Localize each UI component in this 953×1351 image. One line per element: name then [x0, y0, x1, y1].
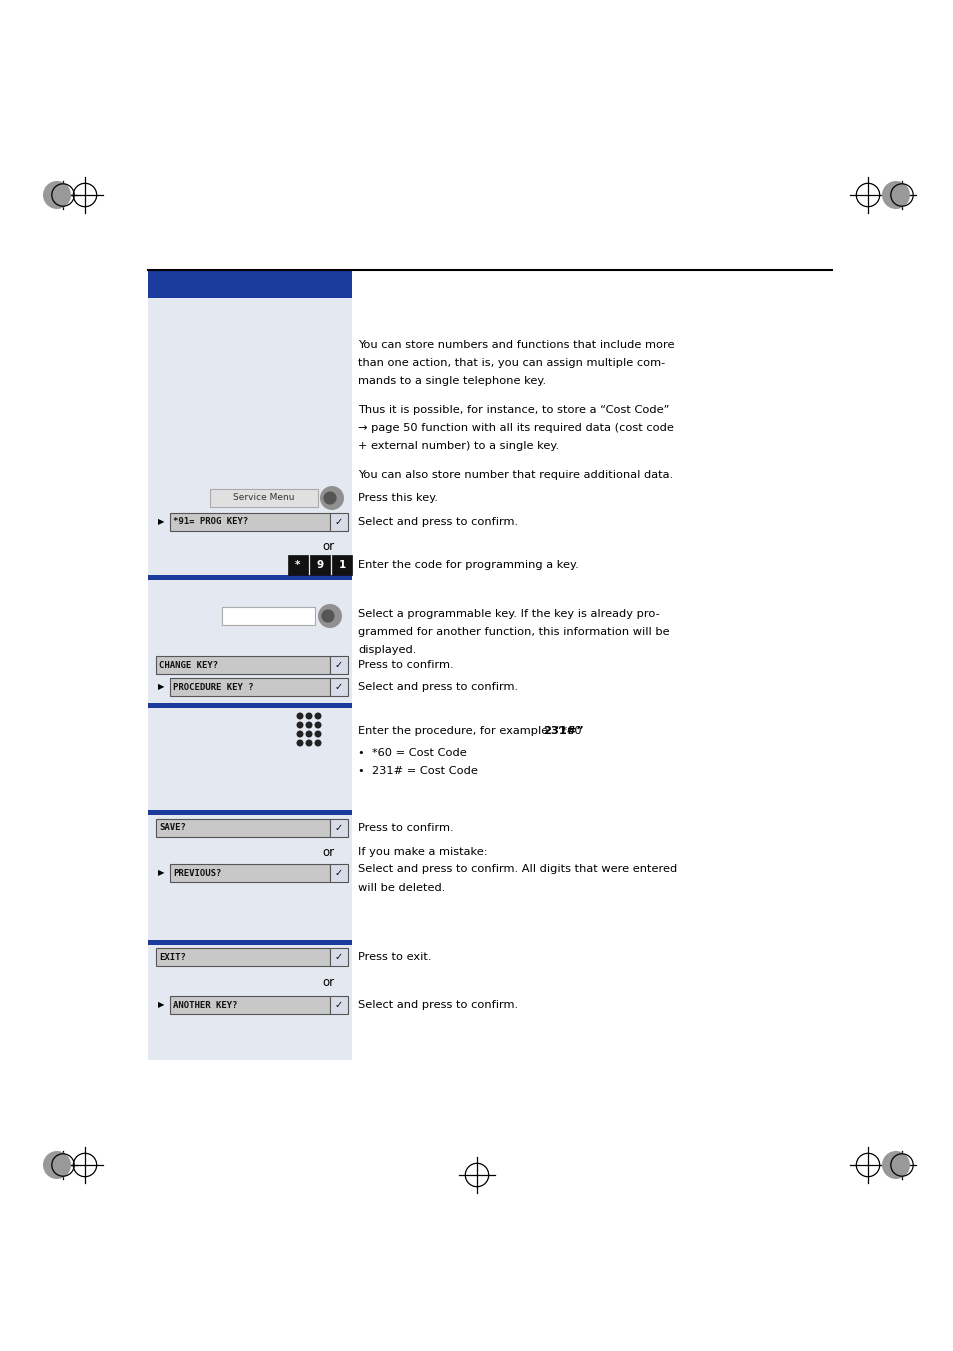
Bar [148, 270, 352, 1061]
Bar [156, 819, 330, 838]
Text: •  *60 = Cost Code: • *60 = Cost Code [357, 748, 466, 758]
Text: ANOTHER KEY?: ANOTHER KEY? [172, 1001, 237, 1009]
Bar [330, 819, 348, 838]
Circle shape [882, 181, 909, 209]
Text: ▶: ▶ [158, 517, 164, 527]
Text: ✓: ✓ [335, 517, 343, 527]
Circle shape [43, 181, 71, 209]
Text: Enter the code for programming a key.: Enter the code for programming a key. [357, 561, 578, 570]
Bar [210, 489, 317, 507]
Bar [170, 865, 330, 882]
Circle shape [296, 731, 303, 738]
Text: *91= PROG KEY?: *91= PROG KEY? [172, 517, 248, 527]
Bar [330, 513, 348, 531]
Bar [156, 657, 330, 674]
Circle shape [296, 739, 303, 747]
Bar [310, 555, 330, 576]
Text: Select a programmable key. If the key is already pro-: Select a programmable key. If the key is… [357, 609, 659, 619]
Text: ✓: ✓ [335, 952, 343, 962]
Text: 1: 1 [338, 561, 345, 570]
Text: + external number) to a single key.: + external number) to a single key. [357, 440, 558, 451]
Text: Press to exit.: Press to exit. [357, 952, 431, 962]
Circle shape [317, 604, 341, 628]
Bar [148, 576, 352, 580]
Bar [288, 555, 308, 576]
Text: mands to a single telephone key.: mands to a single telephone key. [357, 376, 545, 386]
Text: Press to confirm.: Press to confirm. [357, 661, 453, 670]
Circle shape [43, 1151, 71, 1179]
Text: Enter the procedure, for example: “*60: Enter the procedure, for example: “*60 [357, 725, 581, 736]
Bar [156, 948, 330, 966]
Text: SAVE?: SAVE? [159, 824, 186, 832]
Circle shape [314, 731, 321, 738]
Text: Press this key.: Press this key. [357, 493, 437, 503]
Text: ✓: ✓ [335, 867, 343, 878]
Text: ✓: ✓ [335, 823, 343, 834]
Text: ▶: ▶ [158, 869, 164, 878]
Text: or: or [322, 975, 335, 989]
Text: EXIT?: EXIT? [159, 952, 186, 962]
Text: If you make a mistake:: If you make a mistake: [357, 847, 487, 857]
Bar [222, 607, 314, 626]
Text: PREVIOUS?: PREVIOUS? [172, 869, 221, 878]
Circle shape [882, 1151, 909, 1179]
Text: CHANGE KEY?: CHANGE KEY? [159, 661, 218, 670]
Circle shape [321, 609, 335, 623]
Text: You can also store number that require additional data.: You can also store number that require a… [357, 470, 673, 480]
Text: ▶: ▶ [158, 1001, 164, 1009]
Text: ▶: ▶ [158, 682, 164, 692]
Text: Thus it is possible, for instance, to store a “Cost Code”: Thus it is possible, for instance, to st… [357, 405, 669, 415]
Text: 231#”: 231#” [543, 725, 583, 736]
Text: *: * [295, 561, 300, 570]
Circle shape [305, 721, 313, 728]
Circle shape [305, 739, 313, 747]
Circle shape [314, 712, 321, 720]
Text: Service Menu: Service Menu [233, 493, 294, 503]
Bar [148, 940, 352, 944]
Text: You can store numbers and functions that include more: You can store numbers and functions that… [357, 340, 674, 350]
Text: will be deleted.: will be deleted. [357, 884, 445, 893]
Text: than one action, that is, you can assign multiple com-: than one action, that is, you can assign… [357, 358, 664, 367]
Circle shape [296, 712, 303, 720]
Text: PROCEDURE KEY ?: PROCEDURE KEY ? [172, 682, 253, 692]
Text: or: or [322, 539, 335, 553]
Circle shape [323, 492, 336, 505]
Circle shape [305, 712, 313, 720]
Circle shape [314, 721, 321, 728]
Bar [170, 678, 330, 696]
Text: ✓: ✓ [335, 1000, 343, 1011]
Text: Select and press to confirm.: Select and press to confirm. [357, 517, 517, 527]
Bar [170, 513, 330, 531]
Circle shape [314, 739, 321, 747]
Text: 9: 9 [316, 561, 323, 570]
Text: Press to confirm.: Press to confirm. [357, 823, 453, 834]
Bar [330, 996, 348, 1015]
Bar [330, 948, 348, 966]
Bar [332, 555, 352, 576]
Text: Select and press to confirm. All digits that were entered: Select and press to confirm. All digits … [357, 865, 677, 874]
Bar [148, 811, 352, 815]
Bar [148, 270, 352, 299]
Bar [330, 678, 348, 696]
Bar [330, 657, 348, 674]
Text: ✓: ✓ [335, 682, 343, 692]
Bar [148, 703, 352, 708]
Text: Select and press to confirm.: Select and press to confirm. [357, 682, 517, 692]
Circle shape [319, 486, 344, 509]
Text: grammed for another function, this information will be: grammed for another function, this infor… [357, 627, 669, 638]
Text: •  231# = Cost Code: • 231# = Cost Code [357, 766, 477, 775]
Bar [170, 996, 330, 1015]
Text: displayed.: displayed. [357, 644, 416, 655]
Text: → page 50 function with all its required data (cost code: → page 50 function with all its required… [357, 423, 673, 434]
Text: ✓: ✓ [335, 661, 343, 670]
Circle shape [305, 731, 313, 738]
Text: or: or [322, 846, 335, 858]
Circle shape [296, 721, 303, 728]
Bar [330, 865, 348, 882]
Text: Select and press to confirm.: Select and press to confirm. [357, 1000, 517, 1011]
